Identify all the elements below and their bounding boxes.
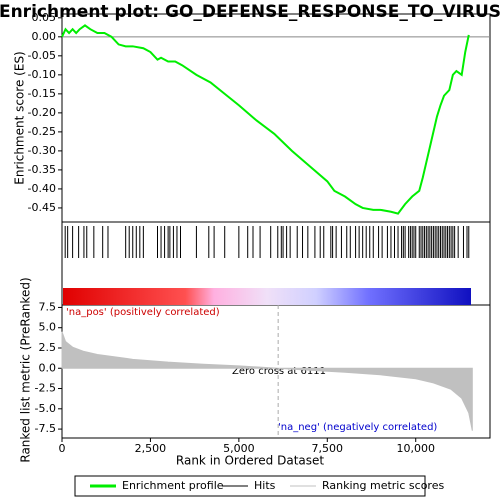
y-tick-label: -0.35 [28,163,56,176]
y-tick-label: -0.05 [28,49,56,62]
legend [74,475,426,497]
x-axis-label: Rank in Ordered Dataset [176,454,324,468]
x-tick-label: 7,500 [312,442,344,455]
y-tick-label: -0.30 [28,144,56,157]
chart-title: Enrichment plot: GO_DEFENSE_RESPONSE_TO_… [0,2,500,22]
y-axis-label: Ranked list metric (PreRanked) [19,277,33,462]
y-tick-label: 2.5 [39,341,57,354]
pos-label: 'na_pos' (positively correlated) [66,307,220,318]
x-tick-label: 10,000 [396,442,435,455]
y-tick-label: 0.05 [32,11,57,24]
y-tick-label: -5.0 [35,402,56,415]
y-tick-label: -0.40 [28,182,56,195]
y-tick-label: -2.5 [35,382,56,395]
y-tick-label: 5.0 [39,321,57,334]
es-curve [61,24,470,215]
y-tick-label: 0.00 [32,30,57,43]
zero-cross-label: Zero cross at 6111 [232,366,326,377]
x-tick-label: 5,000 [223,442,255,455]
y-tick-label: -7.5 [35,422,56,435]
y-tick-label: -0.10 [28,68,56,81]
y-tick-label: -0.15 [28,87,56,100]
metric-area [61,331,473,431]
y-axis-label: Enrichment score (ES) [13,51,27,184]
legend-label: Enrichment profile [122,479,224,492]
x-tick-label: 0 [59,442,66,455]
y-tick-label: 0.0 [39,361,57,374]
y-tick-label: 7.5 [39,300,57,313]
y-tick-label: -0.45 [28,201,56,214]
frame [61,13,491,439]
y-tick-label: -0.25 [28,125,56,138]
y-tick-label: -0.20 [28,106,56,119]
neg-label: 'na_neg' (negatively correlated) [278,422,437,433]
color-bar [63,288,471,305]
legend-label: Ranking metric scores [322,479,444,492]
x-tick-label: 2,500 [135,442,167,455]
legend-label: Hits [254,479,276,492]
